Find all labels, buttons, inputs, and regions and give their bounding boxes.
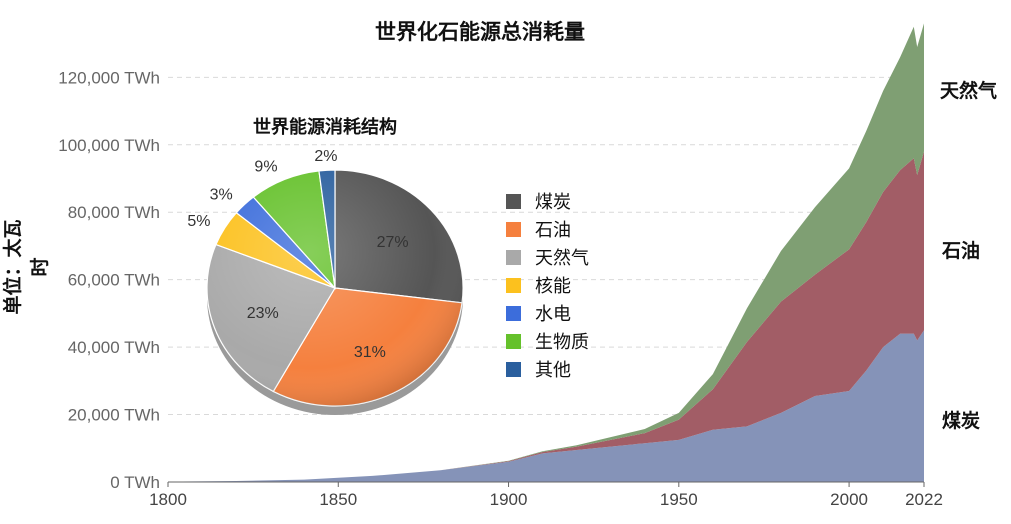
legend-swatch: [506, 333, 521, 349]
y-tick-label: 120,000 TWh: [58, 68, 160, 87]
y-tick-label: 60,000 TWh: [68, 271, 160, 290]
legend-label: 其他: [535, 360, 571, 381]
y-tick-label: 80,000 TWh: [68, 203, 160, 222]
legend-label: 生物质: [535, 332, 589, 353]
y-tick-label: 40,000 TWh: [68, 338, 160, 357]
pie-slice-label: 27%: [377, 234, 409, 251]
legend-item: 煤炭: [506, 187, 589, 215]
legend-swatch: [506, 361, 521, 377]
pie-chart: 27% 31% 23% 5%3% 9% 2%: [187, 148, 464, 415]
pie-slice-label: 3%: [210, 187, 233, 204]
legend-swatch: [506, 249, 521, 265]
x-axis: 1800 1850 1900 1950 2000 2022: [149, 481, 943, 509]
legend-item: 核能: [506, 271, 589, 299]
legend-item: 石油: [506, 215, 589, 243]
pie-slice-label: 23%: [247, 305, 279, 322]
legend-swatch: [506, 193, 521, 209]
area-煤炭: [168, 330, 924, 482]
pie-legend: 煤炭 石油 天然气 核能 水电 生物质 其他: [506, 187, 589, 383]
x-tick-label: 1850: [319, 490, 357, 509]
legend-item: 生物质: [506, 327, 589, 355]
legend-label: 水电: [535, 304, 571, 325]
pie-slice-label: 31%: [354, 344, 386, 361]
x-tick-label: 1900: [490, 490, 528, 509]
x-tick-label: 1950: [660, 490, 698, 509]
legend-swatch: [506, 305, 521, 321]
pie-slice-label: 9%: [254, 159, 277, 176]
legend-swatch: [506, 277, 521, 293]
legend-label: 煤炭: [535, 192, 571, 213]
legend-label: 石油: [535, 220, 571, 241]
x-tick-label: 2000: [830, 490, 868, 509]
chart-title: 世界化石能源总消耗量: [375, 20, 585, 44]
stacked-areas: [168, 23, 924, 482]
y-tick-label: 0 TWh: [110, 473, 160, 492]
area-石油: [168, 151, 924, 482]
area-label-oil: 石油: [942, 240, 981, 262]
legend-label: 天然气: [535, 248, 589, 269]
legend-item: 其他: [506, 355, 589, 383]
pie-title: 世界能源消耗结构: [253, 117, 397, 138]
pie-slice-label: 2%: [314, 148, 337, 165]
area-label-coal: 煤炭: [942, 410, 981, 432]
area-label-natural-gas: 天然气: [940, 80, 998, 102]
legend-swatch: [506, 221, 521, 237]
x-tick-label: 1800: [149, 490, 187, 509]
legend-item: 天然气: [506, 243, 589, 271]
y-tick-label: 100,000 TWh: [58, 136, 160, 155]
x-tick-label: 2022: [905, 490, 943, 509]
y-axis-label: 单位：太瓦时: [2, 219, 51, 315]
legend-item: 水电: [506, 299, 589, 327]
y-tick-label: 20,000 TWh: [68, 406, 160, 425]
legend-label: 核能: [535, 276, 571, 297]
y-axis: 0 TWh 20,000 TWh 40,000 TWh 60,000 TWh 80,00…: [58, 68, 160, 492]
pie-slice-label: 5%: [187, 213, 210, 230]
